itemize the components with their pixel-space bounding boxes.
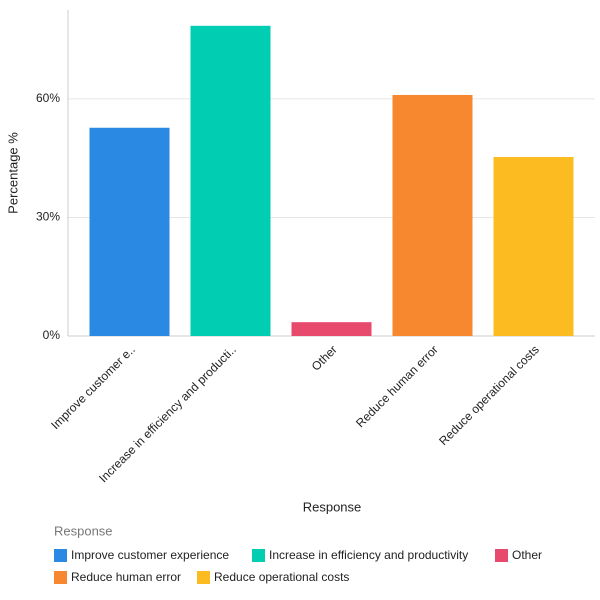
y-tick-label: 60% [36, 91, 60, 105]
y-axis-title: Percentage % [5, 132, 20, 214]
legend-swatch [54, 571, 67, 584]
x-tick-label: Reduce human error [353, 342, 441, 430]
legend-label: Reduce human error [71, 570, 181, 584]
legend-swatch [495, 549, 508, 562]
bar [392, 94, 473, 336]
y-tick-label: 0% [43, 328, 61, 342]
legend-swatch [252, 549, 265, 562]
legend-title: Response [54, 523, 113, 538]
bar [493, 156, 574, 336]
legend-label: Improve customer experience [71, 548, 229, 562]
x-tick-label: Improve customer e.. [48, 342, 138, 432]
bar [291, 322, 372, 336]
legend-label: Other [512, 548, 542, 562]
legend-swatch [197, 571, 210, 584]
bar [89, 127, 170, 336]
legend-label: Reduce operational costs [214, 570, 349, 584]
y-tick-label: 30% [36, 210, 60, 224]
x-tick-label: Reduce operational costs [436, 342, 542, 448]
x-tick-label: Other [309, 342, 340, 373]
legend-swatch [54, 549, 67, 562]
legend-label: Increase in efficiency and productivity [269, 548, 468, 562]
bar [190, 25, 271, 336]
x-axis-title: Response [303, 499, 362, 514]
